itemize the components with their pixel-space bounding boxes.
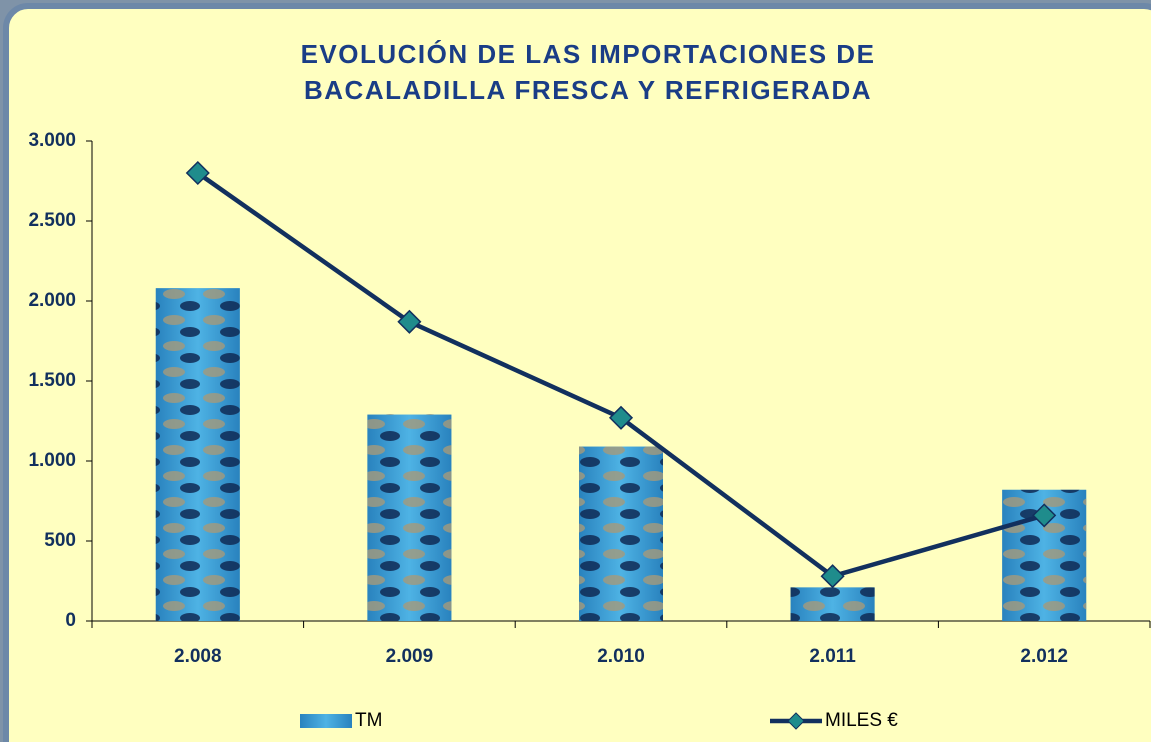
bar-texture [156,288,240,621]
legend-swatch-shade [300,714,352,728]
y-tick-label: 3.000 [28,130,76,151]
chart-title: EVOLUCIÓN DE LAS IMPORTACIONES DE BACALA… [228,36,948,108]
y-tick-label: 1.000 [28,450,76,471]
page: 0 500 1.000 1.500 2.000 2.500 3.000 2.008 2.009 2… [0,0,1151,742]
y-tick-label: 0 [65,610,76,631]
legend-label: TM [355,710,382,731]
bar [156,288,240,621]
bar [791,587,875,621]
x-tick-label: 2.011 [809,646,856,667]
y-tick-label: 2.500 [28,210,76,231]
y-tick-label: 1.500 [28,370,76,391]
bar-texture [367,415,451,621]
bar-texture [791,587,875,621]
x-tick-label: 2.008 [174,646,222,667]
bar [367,415,451,621]
chart: 0 500 1.000 1.500 2.000 2.500 3.000 2.008 2.009 2… [0,0,1151,742]
y-tick-label: 500 [44,530,76,551]
x-tick-label: 2.010 [597,646,645,667]
bar [579,447,663,621]
y-tick-label: 2.000 [28,290,76,311]
legend-label: MILES € [825,710,898,731]
x-tick-label: 2.012 [1020,646,1068,667]
bar-texture [579,447,663,621]
x-tick-label: 2.009 [386,646,434,667]
